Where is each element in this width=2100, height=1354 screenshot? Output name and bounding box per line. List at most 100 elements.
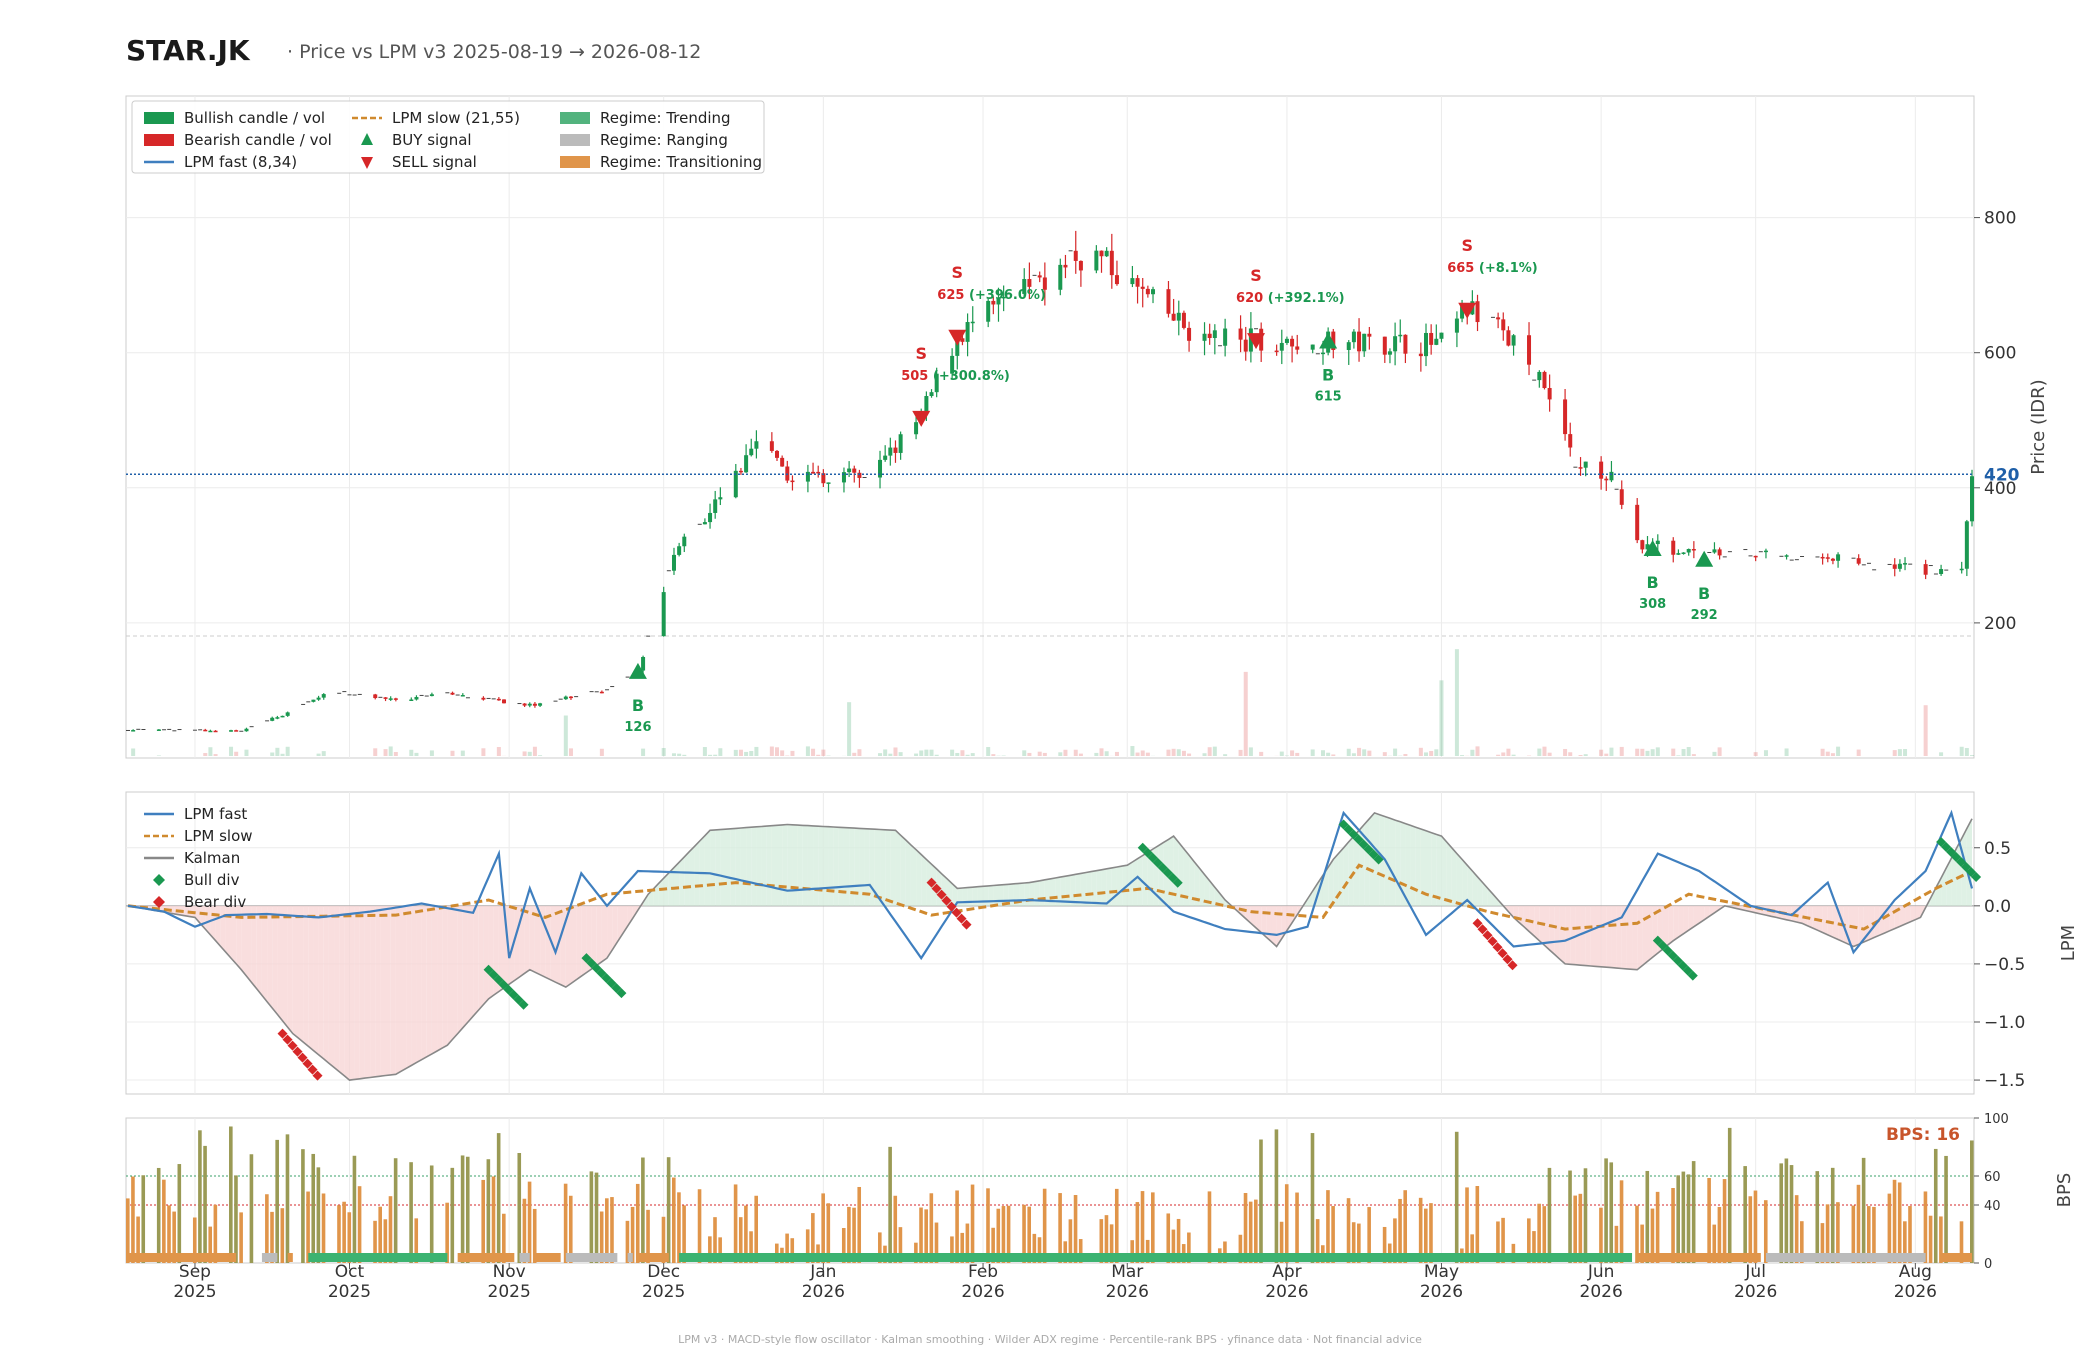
kalman-fill	[777, 825, 782, 906]
bps-bar	[1259, 1139, 1263, 1263]
candle-body	[1903, 563, 1907, 565]
kalman-fill	[1684, 906, 1689, 934]
bps-bar	[239, 1212, 243, 1263]
volume-bar	[1244, 672, 1248, 756]
candle-body	[1434, 339, 1438, 345]
regime-band	[638, 1253, 669, 1262]
kalman-fill	[1436, 834, 1441, 905]
volume-bar	[1027, 753, 1031, 756]
candle-body	[1542, 372, 1546, 388]
volume-bar	[1146, 753, 1150, 756]
candle-body	[414, 697, 418, 699]
kalman-fill	[1076, 873, 1081, 905]
kalman-fill	[293, 906, 298, 1038]
candle-body	[1393, 336, 1397, 351]
kalman-fill	[1668, 906, 1673, 945]
bps-tick-label: 40	[1984, 1199, 2001, 1214]
volume-bar	[718, 748, 722, 756]
bps-bar	[394, 1158, 398, 1263]
kalman-fill	[1879, 906, 1884, 935]
candle-body	[1568, 434, 1572, 447]
volume-bar	[672, 753, 676, 756]
candle-body	[1496, 317, 1500, 319]
volume-bar	[1290, 750, 1294, 756]
candle-body	[157, 729, 161, 731]
bps-bar	[1795, 1195, 1799, 1263]
kalman-fill	[576, 906, 581, 980]
volume-bar	[244, 750, 248, 756]
bps-bar	[1548, 1168, 1552, 1263]
legend-swatch	[144, 134, 174, 146]
bps-bar	[1785, 1158, 1789, 1263]
candle-body	[1187, 328, 1191, 341]
candle-body	[286, 712, 290, 715]
regime-band	[1766, 1253, 1926, 1262]
volume-bar	[1331, 754, 1335, 756]
sell-signal-letter: S	[1250, 266, 1262, 285]
volume-bar	[1022, 750, 1026, 756]
kalman-fill	[1040, 880, 1045, 906]
bps-bar	[1476, 1186, 1480, 1263]
ticker-title: STAR.JK	[126, 34, 251, 67]
kalman-fill	[1411, 825, 1416, 905]
buy-signal-value: 126	[624, 720, 651, 735]
volume-bar	[1712, 752, 1716, 756]
volume-bar	[1429, 751, 1433, 756]
bps-bar	[1687, 1174, 1691, 1263]
bps-bar	[1857, 1185, 1861, 1263]
kalman-fill	[463, 906, 468, 1028]
volume-bar	[1100, 748, 1104, 756]
volume-bar	[1939, 752, 1943, 756]
bps-bar	[1790, 1165, 1794, 1263]
volume-bar	[888, 754, 892, 756]
candle-body	[1718, 549, 1722, 555]
volume-bar	[1115, 752, 1119, 756]
candle-body	[1027, 279, 1031, 287]
legend-label: LPM fast (8,34)	[184, 153, 297, 171]
volume-bar	[394, 752, 398, 756]
volume-bar	[1970, 755, 1974, 756]
candle-body	[1604, 479, 1608, 481]
kalman-fill	[267, 906, 272, 1008]
candle-body	[1635, 505, 1639, 540]
candle-body	[966, 322, 970, 342]
kalman-fill	[993, 885, 998, 906]
volume-bar	[1141, 750, 1145, 756]
candle-body	[1213, 330, 1217, 338]
volume-bar	[950, 750, 954, 756]
volume-bar	[157, 755, 161, 756]
kalman-fill	[221, 906, 226, 952]
kalman-fill	[1395, 820, 1400, 906]
candle-body	[600, 692, 604, 694]
candle-body	[1074, 251, 1078, 261]
bps-bar	[1743, 1166, 1747, 1263]
volume-bar	[1671, 749, 1675, 756]
candle-body	[1141, 287, 1145, 289]
volume-bar	[1182, 751, 1186, 756]
candle-body	[1970, 476, 1974, 521]
kalman-fill	[720, 829, 725, 906]
kalman-fill	[581, 906, 586, 976]
candle-body	[1831, 559, 1835, 561]
bps-bar	[528, 1182, 532, 1263]
bps-bar	[162, 1180, 166, 1263]
bps-bar	[1573, 1196, 1577, 1263]
kalman-fill	[1029, 882, 1034, 906]
candle-body	[1821, 557, 1825, 559]
candle-body	[497, 699, 501, 701]
bps-bar	[1924, 1191, 1928, 1263]
kalman-fill	[1132, 859, 1137, 906]
x-tick-year: 2025	[488, 1282, 531, 1302]
kalman-fill	[880, 830, 885, 906]
chart-subtitle: · Price vs LPM v3 2025-08-19 → 2026-08-1…	[287, 41, 701, 63]
x-tick-year: 2026	[1420, 1282, 1463, 1302]
volume-bar	[1831, 753, 1835, 756]
bps-bar	[1568, 1171, 1572, 1263]
volume-bar	[389, 746, 393, 756]
kalman-fill	[411, 906, 416, 1066]
bps-bar	[1893, 1180, 1897, 1263]
bps-bar	[1707, 1178, 1711, 1263]
candle-body	[409, 700, 413, 702]
candle-body	[1136, 278, 1140, 287]
